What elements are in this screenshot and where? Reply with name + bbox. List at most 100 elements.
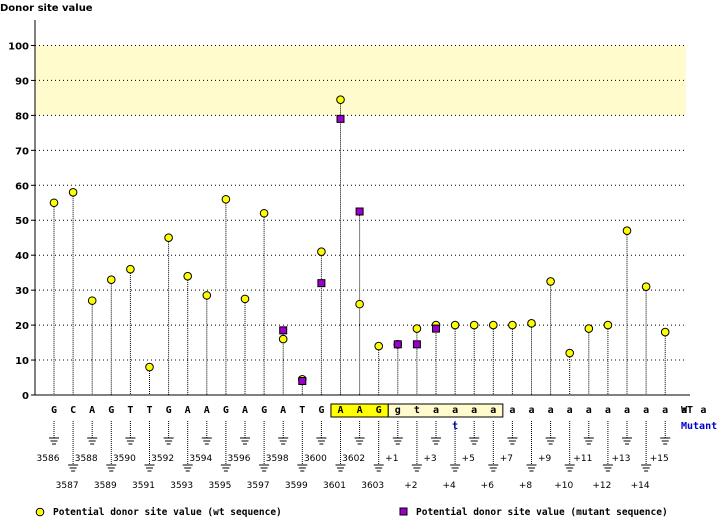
wt-point [584,324,594,333]
position-label: 3592 [151,454,174,464]
y-tick-label: 20 [15,321,29,332]
stems [53,99,666,395]
position-label: 3596 [228,454,251,464]
wt-point [221,194,231,204]
sequence-letter: A [185,405,191,416]
wt-point [660,327,670,337]
sequence-letter: A [337,405,343,416]
position-label: 3586 [37,454,60,464]
position-label: 3588 [75,454,98,464]
position-label: +11 [573,454,592,464]
sequence-letter: C [70,405,76,416]
position-label: +5 [462,454,475,464]
position-label: +3 [423,454,436,464]
sequence-letter: G [261,405,267,416]
y-tick-label: 50 [15,216,29,227]
sequence-letter: G [376,405,382,416]
wt-point [355,299,364,309]
wt-point [374,341,384,351]
sequence-letter: a [586,405,592,416]
wt-point [546,277,555,286]
sequence-letter: a [605,405,611,416]
wt-point [49,198,59,208]
position-label: +9 [538,454,552,464]
wt-point [68,187,78,197]
y-tick-labels: 0 10 20 30 40 50 60 70 80 90 100 [8,41,29,402]
position-label: +7 [500,454,513,464]
position-label: 3595 [208,481,231,491]
sequence-letter: a [509,405,515,416]
position-label: +15 [650,454,669,464]
wt-point [87,296,97,305]
wt-point [641,282,651,291]
wt-point [565,348,575,358]
position-label: 3589 [94,481,117,491]
sequence-letter: a [433,405,439,416]
y-tick-label: 60 [15,181,29,192]
sequence-letter: t [414,405,420,416]
sequence-letter: g [395,405,401,416]
position-label: 3601 [323,481,346,491]
sequence-letter: a [700,405,706,416]
sequence-letter: A [204,405,210,416]
wt-point [183,271,192,281]
position-label: 3587 [56,481,79,491]
wt-point [202,291,212,300]
position-label: 3593 [170,481,193,491]
sequence-letter: a [567,405,573,416]
wt-point [412,324,422,333]
sequence-letter: T [299,405,305,416]
legend-wt-marker [35,507,45,517]
sequence-letter: G [51,405,57,416]
mutant-letter: t [452,421,458,432]
sequence-letter: A [280,405,286,416]
position-label: 3602 [342,454,365,464]
position-label: 3599 [285,481,308,491]
legend: Potential donor site value (wt sequence)… [35,507,668,518]
position-label: +14 [631,481,650,491]
mutant-point [355,207,364,216]
position-label: +8 [519,481,533,491]
sequence-letter: a [643,405,649,416]
sequence-letter: a [471,405,477,416]
legend-mutant-label: Potential donor site value (mutant seque… [416,507,668,518]
wt-point [527,319,536,328]
wt-point [107,275,116,284]
y-tick-label: 0 [22,391,29,402]
plot-background [35,45,686,116]
sequence-letter: G [223,405,229,416]
y-tick-label: 90 [15,76,29,87]
wt-point [317,247,326,256]
data-marks [49,95,670,386]
mutant-row-label: Mutant [681,421,717,432]
mutant-point [279,326,288,335]
sequence-letter: A [357,405,363,416]
wt-point [336,95,345,104]
sequence-letter: a [528,405,534,416]
wt-point [126,264,135,274]
sequence-letter: G [108,405,114,416]
sequence-letter: G [166,405,172,416]
mutant-point [393,340,402,349]
position-label: +2 [404,481,417,491]
y-tick-label: 30 [15,286,29,297]
position-label: +1 [385,454,398,464]
mutant-point [432,324,440,333]
y-axis-label: Donor site value [0,3,93,14]
sequence-letter: a [452,405,458,416]
sequence-letter: T [146,405,152,416]
sequence-letter: a [662,405,668,416]
wt-point [469,320,479,330]
wt-point [450,320,460,330]
wt-point [603,320,613,330]
y-tick-label: 10 [15,356,29,367]
sequence-letter: a [624,405,630,416]
wt-point [622,226,632,236]
position-label: 3600 [304,454,327,464]
wt-point [508,320,517,330]
position-label: +13 [612,454,631,464]
position-label: 3603 [361,481,384,491]
mutant-point [298,377,307,386]
